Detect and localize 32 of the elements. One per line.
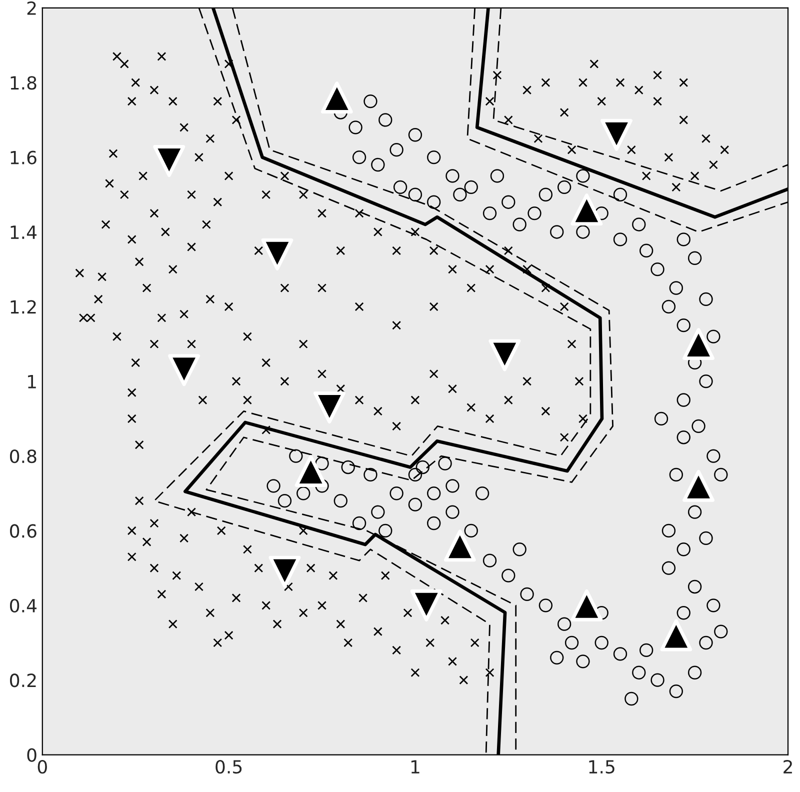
point xyxy=(153,145,186,177)
y-tick-label: 0.6 xyxy=(10,524,36,538)
point xyxy=(682,328,714,360)
point xyxy=(570,589,603,622)
point xyxy=(268,556,301,588)
y-tick-label: 1.4 xyxy=(10,226,37,239)
x-tick-label: 1 xyxy=(411,760,420,774)
y-tick-label: 2 xyxy=(27,1,36,15)
x-tick-label: 0 xyxy=(38,760,47,774)
point xyxy=(168,354,200,386)
y-tick-label: 0.4 xyxy=(10,598,37,613)
y-tick-label: 1.2 xyxy=(10,300,36,314)
x-tick-label: 2 xyxy=(784,760,792,774)
point xyxy=(600,118,632,151)
point xyxy=(313,392,346,424)
y-tick-label: 0.8 xyxy=(10,449,36,464)
point xyxy=(660,619,692,652)
point xyxy=(410,589,442,622)
point xyxy=(444,530,476,562)
y-tick-label: 0 xyxy=(27,748,36,762)
point xyxy=(682,470,714,502)
y-tick-label: 1.6 xyxy=(10,150,36,164)
point xyxy=(261,238,294,270)
point xyxy=(488,339,521,372)
x-tick-label: 1.5 xyxy=(589,760,614,774)
x-tick-label: 0.5 xyxy=(216,760,242,774)
point xyxy=(294,455,327,487)
y-tick-label: 0.2 xyxy=(10,674,36,688)
y-tick-label: 1.8 xyxy=(10,76,36,90)
point xyxy=(320,82,353,114)
point xyxy=(570,194,603,226)
y-tick-label: 1 xyxy=(28,375,36,388)
